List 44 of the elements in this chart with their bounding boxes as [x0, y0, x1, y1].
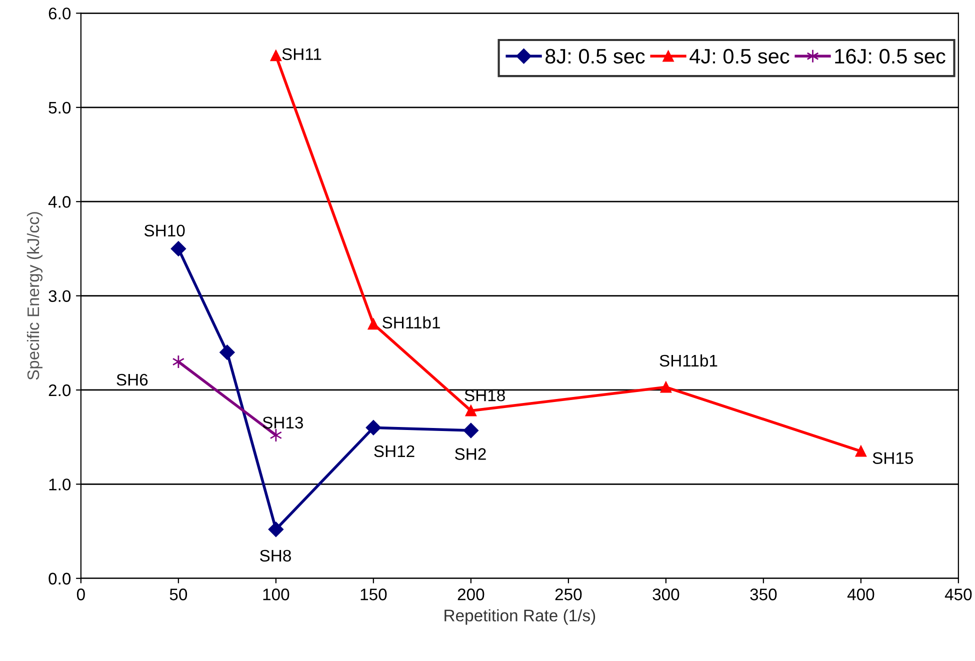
point	[270, 50, 282, 62]
annotation: SH15	[872, 452, 914, 464]
x-tick-label: 150	[360, 588, 387, 600]
point	[463, 422, 478, 438]
x-tick-label: 50	[170, 588, 188, 600]
y-tick-label: 5.0	[48, 102, 71, 114]
x-tick-label: 450	[944, 588, 972, 600]
point	[368, 318, 379, 330]
annotation: SH2	[455, 448, 486, 460]
point	[220, 344, 235, 360]
annotation: SH11	[282, 48, 322, 60]
point	[268, 522, 284, 537]
x-tick-label: 200	[458, 588, 484, 600]
point	[465, 405, 476, 416]
legend-label: 4J: 0.5 sec	[690, 48, 790, 64]
x-tick-label: 400	[847, 588, 874, 600]
x-tick-label: 250	[555, 588, 582, 600]
x-tick-label: 0	[76, 588, 85, 600]
annotation: SH6	[116, 374, 148, 386]
annotation: SH8	[260, 550, 291, 562]
point	[172, 354, 185, 369]
annotation: SH13	[262, 416, 303, 429]
y-tick-label: 4.0	[48, 196, 71, 208]
annotation: SH12	[374, 445, 414, 458]
annotation: SH10	[144, 224, 185, 237]
x-axis-title: Repetition Rate (1/s)	[444, 609, 596, 625]
y-tick-label: 2.0	[48, 384, 71, 396]
annotation: SH11b1	[660, 354, 718, 367]
annotation: SH11b1	[382, 316, 440, 329]
legend-label: 16J: 0.5 sec	[835, 48, 946, 64]
y-tick-label: 1.0	[49, 478, 71, 490]
y-tick-label: 3.0	[48, 290, 71, 302]
y-tick-label: 0.0	[48, 572, 71, 585]
point	[270, 428, 282, 442]
point	[170, 241, 186, 256]
x-tick-label: 350	[750, 588, 777, 600]
point	[660, 382, 672, 393]
x-tick-label: 100	[263, 588, 290, 600]
y-tick-label: 6.0	[48, 8, 71, 20]
y-axis-title: Specific Energy (kJ/cc)	[26, 212, 42, 380]
x-tick-label: 300	[652, 588, 680, 600]
point	[855, 446, 866, 457]
point	[366, 420, 381, 436]
legend-label: 8J: 0.5 sec	[546, 48, 645, 64]
